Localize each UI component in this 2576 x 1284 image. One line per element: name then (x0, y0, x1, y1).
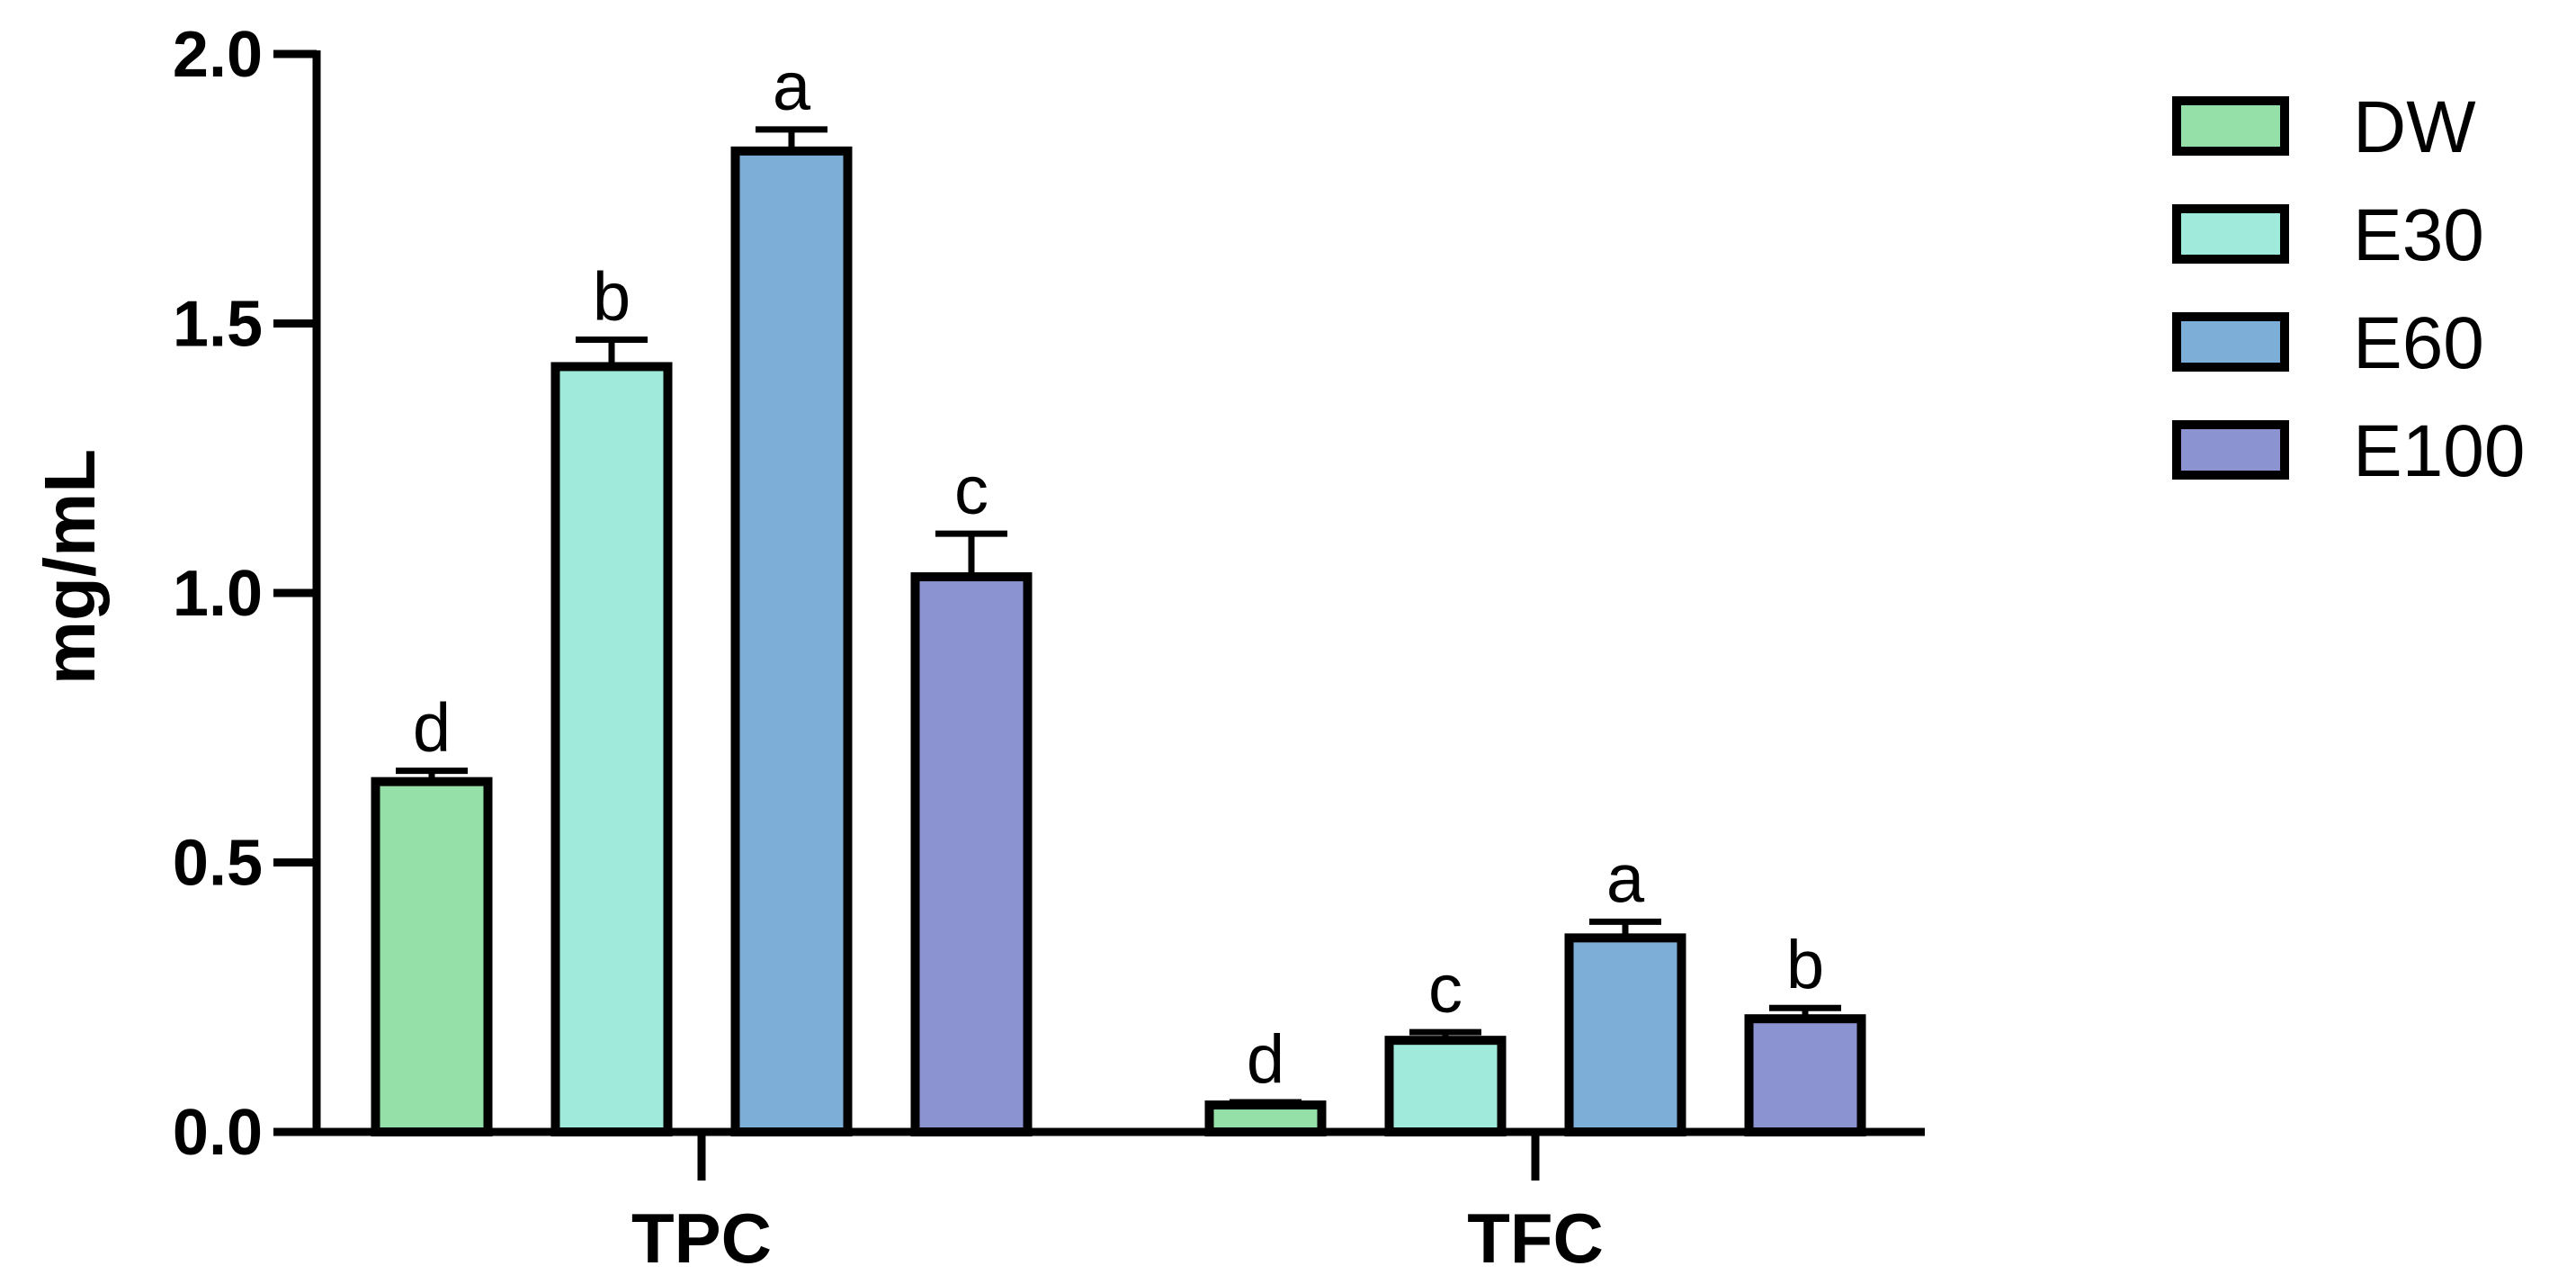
bar (550, 362, 673, 1137)
x-tick-label: TFC (1467, 1199, 1604, 1278)
legend-label: E30 (2353, 194, 2484, 276)
y-tick-label: 1.0 (173, 558, 263, 630)
y-tick-label: 1.5 (173, 289, 263, 361)
bar (1744, 1014, 1866, 1136)
legend-swatch (2172, 420, 2289, 480)
legend-label: DW (2353, 86, 2476, 168)
y-tick-label: 0.0 (173, 1097, 263, 1169)
bars-group: d b a c d c a b (371, 49, 1866, 1137)
significance-letter: b (593, 258, 631, 335)
x-tick-label: TPC (631, 1199, 772, 1278)
legend-swatch (2172, 312, 2289, 372)
legend-swatch (2172, 96, 2289, 156)
significance-letter: d (413, 690, 451, 767)
significance-letter: a (1606, 840, 1645, 917)
bar (371, 777, 493, 1137)
legend: DW E30 E60 E100 (2172, 86, 2526, 492)
significance-letter: c (1428, 951, 1462, 1028)
y-tick-label: 0.5 (173, 828, 263, 900)
bar (1384, 1036, 1507, 1137)
legend-label: E100 (2353, 410, 2526, 492)
axes-group: 0.0 0.5 1.0 1.5 2.0 TPC TFC (173, 19, 1925, 1278)
y-axis-title: mg/mL (30, 449, 110, 685)
significance-letter: d (1247, 1021, 1284, 1098)
bar (1204, 1100, 1327, 1137)
bar (1564, 933, 1686, 1136)
significance-letter: a (773, 49, 811, 125)
legend-label: E60 (2353, 302, 2484, 384)
significance-letter: c (954, 453, 988, 529)
bar (730, 146, 853, 1137)
legend-swatch (2172, 204, 2289, 264)
bar (910, 572, 1033, 1136)
y-tick-label: 2.0 (173, 19, 263, 91)
significance-letter: b (1786, 927, 1824, 1003)
